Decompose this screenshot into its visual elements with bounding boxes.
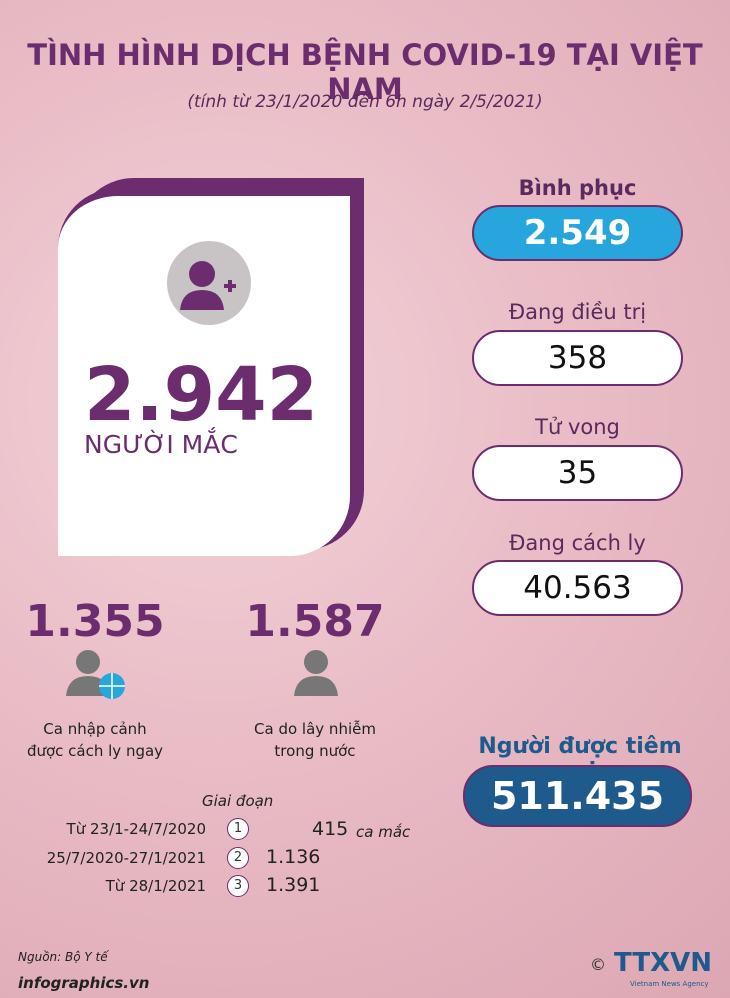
source: Nguồn: Bộ Y tế: [18, 950, 108, 964]
local-icon: [294, 650, 338, 696]
phase-period: Từ 28/1/2021: [105, 877, 206, 895]
breakdown-value: 1.587: [245, 596, 385, 647]
subtitle: (tính từ 23/1/2020 đến 6h ngày 2/5/2021): [187, 92, 543, 112]
phase-index: 2: [227, 847, 249, 869]
stat-value: 358: [472, 330, 683, 386]
stat-value: 2.549: [472, 205, 683, 261]
phase-unit: ca mắc: [356, 823, 411, 841]
breakdown-text: Ca nhập cảnh được cách ly ngay: [0, 718, 190, 762]
total-label: NGƯỜI MẮC: [84, 430, 238, 459]
stat-value: 40.563: [472, 560, 683, 616]
stat-label: Đang điều trị: [508, 300, 647, 324]
text-line: Ca do lây nhiễm: [254, 720, 376, 738]
phase-index: 1: [227, 818, 249, 840]
title: TÌNH HÌNH DỊCH BỆNH COVID-19 TẠI VIỆT NA…: [27, 38, 703, 106]
phase-index: 3: [227, 875, 249, 897]
text-line: Ca nhập cảnh: [43, 720, 147, 738]
breakdown-value: 1.355: [25, 596, 165, 647]
phase-period: Từ 23/1-24/7/2020: [66, 820, 206, 838]
copyright: ©: [590, 955, 606, 974]
phase-value: 1.391: [266, 874, 321, 896]
agency: Vietnam News Agency: [630, 980, 709, 988]
vaccine-value: 511.435: [463, 765, 692, 827]
stat-label: Đang cách ly: [509, 531, 646, 555]
site: infographics.vn: [18, 974, 150, 992]
imported-icon: [66, 650, 125, 699]
text-line: trong nước: [274, 742, 356, 760]
stat-label: Tử vong: [535, 415, 620, 439]
phases-title: Giai đoạn: [202, 792, 274, 810]
logo: TTXVN: [614, 948, 712, 978]
total-value: 2.942: [84, 352, 319, 438]
phase-value: 1.136: [266, 846, 321, 868]
stat-value: 35: [472, 445, 683, 501]
breakdown-text: Ca do lây nhiễm trong nước: [220, 718, 410, 762]
phase-period: 25/7/2020-27/1/2021: [46, 849, 206, 867]
stat-label: Bình phục: [518, 176, 637, 200]
text-line: được cách ly ngay: [26, 742, 164, 760]
person-plus-icon: [167, 241, 251, 325]
phase-value: 415: [312, 818, 349, 840]
